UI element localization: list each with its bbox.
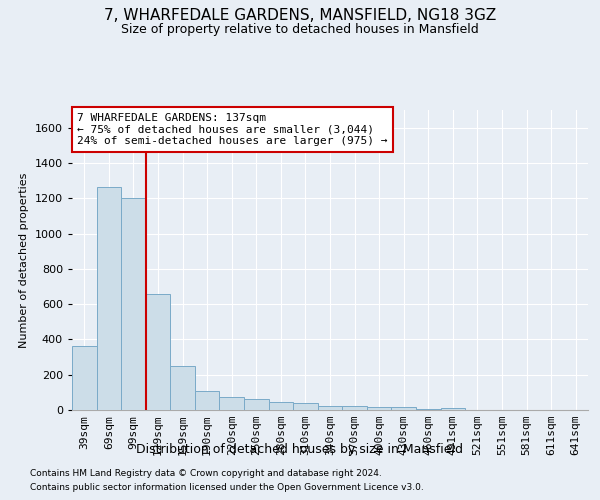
Bar bbox=[440, 408, 465, 410]
Bar bbox=[391, 408, 416, 410]
Bar bbox=[367, 407, 391, 410]
Bar bbox=[72, 346, 97, 410]
Bar bbox=[318, 406, 342, 410]
Text: Contains public sector information licensed under the Open Government Licence v3: Contains public sector information licen… bbox=[30, 484, 424, 492]
Bar bbox=[416, 409, 440, 410]
Bar bbox=[97, 187, 121, 410]
Text: Distribution of detached houses by size in Mansfield: Distribution of detached houses by size … bbox=[137, 442, 464, 456]
Text: 7, WHARFEDALE GARDENS, MANSFIELD, NG18 3GZ: 7, WHARFEDALE GARDENS, MANSFIELD, NG18 3… bbox=[104, 8, 496, 22]
Bar bbox=[195, 392, 220, 410]
Text: Size of property relative to detached houses in Mansfield: Size of property relative to detached ho… bbox=[121, 22, 479, 36]
Text: Contains HM Land Registry data © Crown copyright and database right 2024.: Contains HM Land Registry data © Crown c… bbox=[30, 468, 382, 477]
Bar bbox=[121, 198, 146, 410]
Bar bbox=[170, 366, 195, 410]
Bar bbox=[293, 403, 318, 410]
Bar bbox=[342, 406, 367, 410]
Bar bbox=[269, 402, 293, 410]
Bar bbox=[220, 397, 244, 410]
Text: 7 WHARFEDALE GARDENS: 137sqm
← 75% of detached houses are smaller (3,044)
24% of: 7 WHARFEDALE GARDENS: 137sqm ← 75% of de… bbox=[77, 113, 388, 146]
Bar bbox=[146, 294, 170, 410]
Bar bbox=[244, 400, 269, 410]
Y-axis label: Number of detached properties: Number of detached properties bbox=[19, 172, 29, 348]
